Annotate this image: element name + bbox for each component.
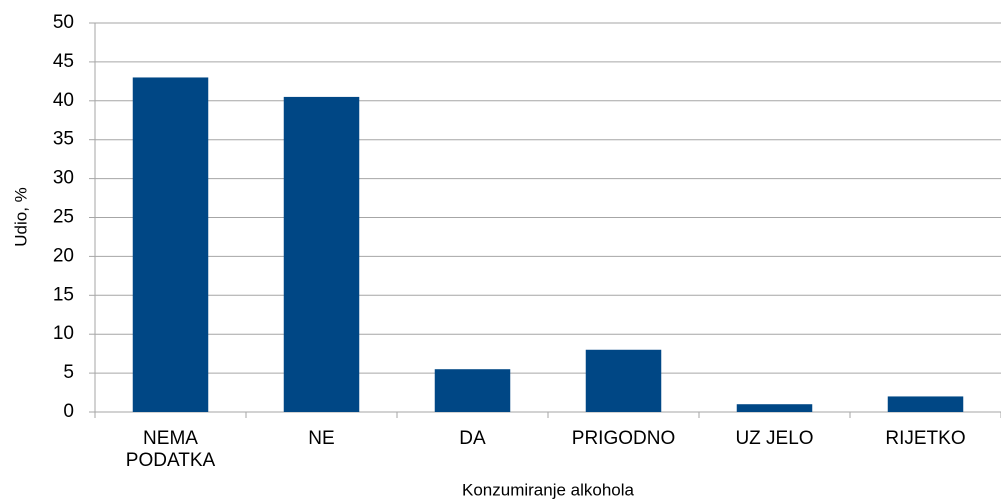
bar — [434, 369, 511, 412]
bar — [585, 349, 662, 412]
y-tick-label: 25 — [53, 207, 74, 228]
bar — [736, 404, 813, 412]
x-tick-label: PRIGODNO — [571, 428, 676, 449]
x-axis-label: Konzumiranje alkohola — [462, 480, 635, 499]
y-tick-label: 5 — [63, 362, 74, 383]
x-tick-label: UZ JELO — [735, 428, 814, 449]
x-tick-label: NE — [308, 428, 335, 449]
y-tick-label: 35 — [53, 129, 74, 150]
y-tick-label: 50 — [53, 12, 74, 33]
y-axis-label: Udio, % — [11, 187, 30, 247]
y-tick-label: 45 — [53, 51, 74, 72]
bar — [283, 96, 360, 412]
x-tick-label: NEMA PODATKA — [125, 428, 216, 471]
bar — [887, 396, 964, 412]
y-tick-label: 40 — [53, 90, 74, 111]
y-tick-label: 10 — [53, 323, 74, 344]
x-tick-label: DA — [459, 428, 486, 449]
y-tick-label: 30 — [53, 168, 74, 189]
x-tick-label: RIJETKO — [885, 428, 966, 449]
y-tick-label: 20 — [53, 245, 74, 266]
bar — [132, 77, 209, 413]
y-tick-label: 0 — [63, 401, 74, 422]
y-tick-label: 15 — [53, 284, 74, 305]
